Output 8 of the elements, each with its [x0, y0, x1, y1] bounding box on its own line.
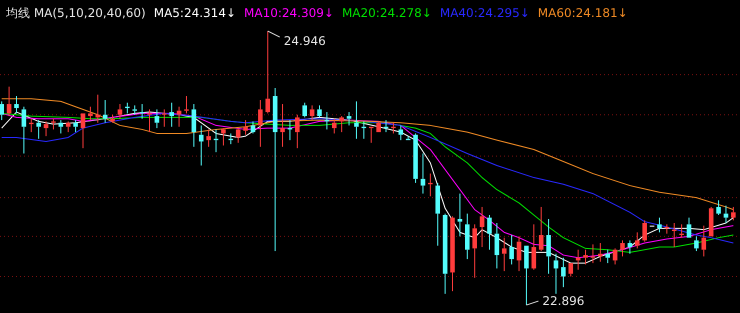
text: MA20:24.278↓ [342, 6, 432, 20]
text: MA10:24.309↓ [244, 6, 334, 20]
chart-title: 均线 MA(5,10,20,40,60) [5, 6, 146, 20]
text: MA60:24.181↓ [538, 6, 628, 20]
annotation: 24.946 [284, 34, 326, 48]
text: MA5:24.314↓ [154, 6, 236, 20]
text: MA40:24.295↓ [440, 6, 530, 20]
annotation: 22.896 [542, 294, 584, 308]
